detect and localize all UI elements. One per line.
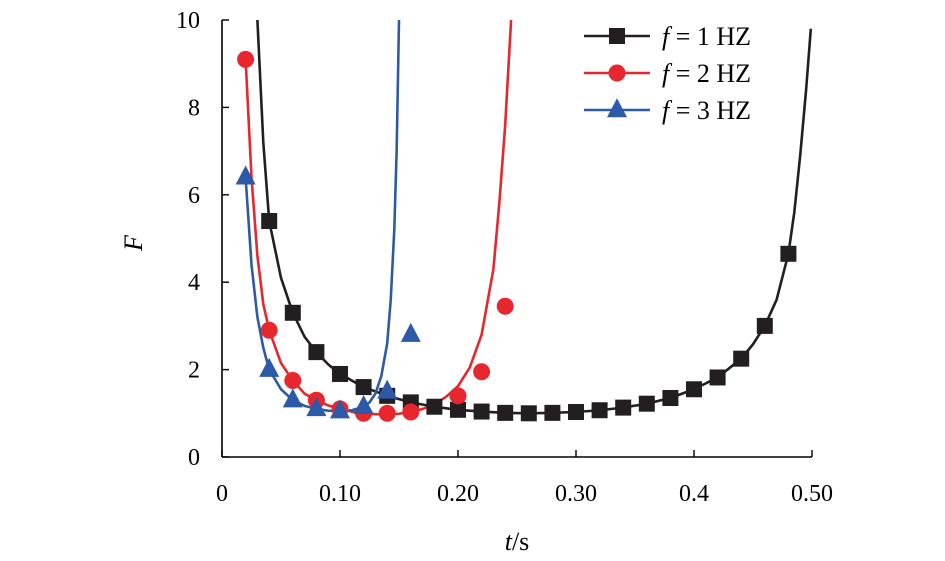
y-tick-label: 4: [188, 270, 200, 296]
data-point-series-3: [235, 165, 256, 185]
legend-label-var: f: [662, 59, 673, 88]
legend-marker-3: [607, 98, 627, 118]
x-tick-label: 0.10: [319, 481, 361, 507]
data-point-series-3: [353, 394, 374, 414]
data-point-series-1: [332, 365, 348, 382]
x-axis-title-unit: /s: [512, 527, 529, 556]
legend-marker-2: [608, 64, 626, 82]
data-point-series-2: [473, 363, 491, 381]
data-point-series-3: [400, 322, 421, 342]
legend-label-rest: = 1 HZ: [669, 22, 751, 51]
series-line-2: [244, 19, 513, 416]
legend-label-rest: = 3 HZ: [669, 96, 751, 125]
legend-label-rest: = 2 HZ: [669, 59, 751, 88]
data-point-series-1: [473, 403, 490, 420]
data-point-series-2: [449, 387, 467, 405]
data-point-series-1: [520, 405, 537, 422]
legend-label-var: f: [662, 96, 673, 125]
legend: f = 1 HZf = 2 HZf = 3 HZ: [584, 22, 751, 125]
data-point-series-1: [662, 390, 679, 407]
data-point-series-3: [377, 379, 398, 399]
legend-label-1: f = 1 HZ: [662, 22, 751, 51]
data-point-series-2: [284, 372, 302, 390]
data-point-series-2: [260, 321, 278, 339]
axes: [221, 19, 813, 458]
x-axis-title-var: t: [505, 527, 513, 556]
x-tick-label: 0.50: [791, 481, 833, 507]
data-point-series-1: [355, 379, 372, 396]
legend-marker-1: [609, 28, 625, 44]
data-point-series-2: [496, 297, 514, 315]
data-point-series-2: [402, 403, 420, 421]
y-tick-label: 10: [176, 8, 200, 34]
data-point-series-1: [308, 344, 325, 361]
x-tick-label: 0.20: [437, 481, 479, 507]
data-point-series-1: [733, 350, 750, 367]
data-point-series-1: [780, 245, 797, 262]
axis-titles: Ft/s: [119, 234, 529, 556]
data-point-series-1: [591, 402, 608, 419]
data-point-series-1: [686, 381, 702, 398]
data-point-series-3: [306, 397, 327, 417]
data-point-series-1: [261, 213, 278, 230]
data-point-series-1: [615, 399, 632, 416]
y-tick-label: 2: [188, 358, 200, 384]
y-tick-label: 8: [188, 95, 200, 121]
y-tick-label: 6: [188, 183, 200, 209]
tick-labels: 0 2 4 6 8 10 0 0.10 0.20 0.30 0.4 0.50: [176, 8, 833, 507]
data-point-series-1: [638, 395, 655, 412]
data-point-series-1: [544, 404, 561, 421]
data-point-series-1: [568, 403, 584, 420]
data-point-series-2: [237, 50, 255, 68]
y-tick-label: 0: [188, 445, 200, 471]
x-tick-label: 0: [216, 481, 228, 507]
data-point-series-1: [756, 317, 773, 334]
x-tick-label: 0.4: [679, 481, 709, 507]
legend-label-2: f = 2 HZ: [662, 59, 751, 88]
data-point-series-3: [259, 357, 280, 377]
data-point-series-2: [378, 404, 396, 422]
data-point-series-1: [450, 401, 466, 418]
x-axis-title: t/s: [505, 527, 530, 556]
data-point-series-3: [282, 388, 303, 408]
series-markers: [235, 50, 797, 422]
y-axis-title: F: [119, 234, 148, 252]
data-point-series-1: [426, 398, 443, 415]
x-tick-label: 0.30: [555, 481, 597, 507]
data-point-series-1: [497, 404, 514, 421]
legend-label-var: f: [662, 22, 673, 51]
legend-label-3: f = 3 HZ: [662, 96, 751, 125]
data-point-series-3: [330, 399, 350, 419]
data-point-series-1: [709, 369, 726, 386]
data-point-series-1: [284, 304, 301, 321]
